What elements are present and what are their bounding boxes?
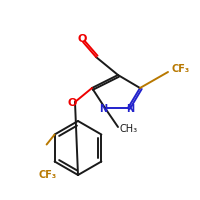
Text: CH₃: CH₃ bbox=[120, 124, 138, 134]
Text: N: N bbox=[99, 104, 107, 114]
Text: CF₃: CF₃ bbox=[39, 170, 57, 180]
Text: O: O bbox=[67, 98, 77, 108]
Text: N: N bbox=[126, 104, 134, 114]
Text: CF₃: CF₃ bbox=[171, 64, 189, 74]
Text: O: O bbox=[77, 34, 87, 44]
